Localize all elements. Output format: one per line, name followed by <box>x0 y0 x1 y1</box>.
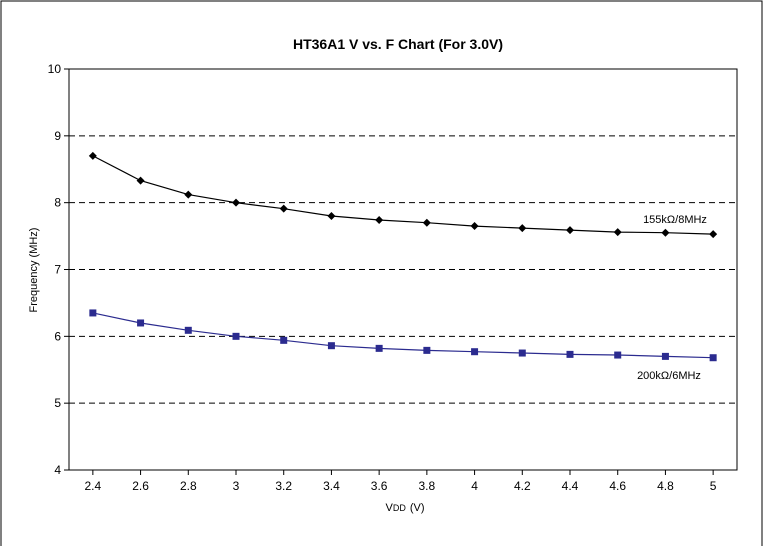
series-1-point-10 <box>566 350 574 358</box>
x-axis-title-unit: (V) <box>410 502 425 514</box>
x-axis-title-sub: DD <box>393 503 406 513</box>
series-line-0 <box>92 155 714 235</box>
series-1-point-13 <box>709 354 717 362</box>
series-line-1 <box>92 312 714 359</box>
y-axis-title: Frequency (MHz) <box>28 228 40 313</box>
x-tick-label-7: 3.8 <box>419 479 436 493</box>
y-tick-label-6: 10 <box>48 62 62 76</box>
series-1-point-0 <box>89 309 97 317</box>
series-0-point-6 <box>375 216 384 225</box>
series-0-point-4 <box>279 204 288 213</box>
series-0-point-1 <box>136 176 145 185</box>
x-tick-label-8: 4 <box>471 479 478 493</box>
data-series <box>88 151 718 362</box>
x-tick-label-4: 3.2 <box>275 479 292 493</box>
y-tick-label-4: 8 <box>54 196 61 210</box>
y-axis-ticks: 4 5 6 7 8 9 10 <box>48 62 69 477</box>
series-0-point-7 <box>422 218 431 227</box>
x-tick-label-3: 3 <box>233 479 240 493</box>
series-0-point-9 <box>518 224 527 233</box>
series-1-point-1 <box>137 319 145 327</box>
series-1-point-3 <box>232 332 240 340</box>
grid-lines <box>69 135 737 404</box>
x-tick-label-2: 2.8 <box>180 479 197 493</box>
y-tick-label-2: 6 <box>54 329 61 343</box>
x-axis-title: VDD (V) <box>385 502 424 514</box>
x-tick-label-0: 2.4 <box>85 479 102 493</box>
x-tick-label-10: 4.4 <box>562 479 579 493</box>
series-1-point-9 <box>518 349 526 357</box>
series-1-point-7 <box>423 346 431 354</box>
series-0-point-5 <box>327 212 336 221</box>
series-label-200k: 200kΩ/6MHz <box>637 370 701 382</box>
series-0-point-13 <box>709 230 718 239</box>
series-0-point-2 <box>184 190 193 199</box>
series-0-point-10 <box>566 226 574 235</box>
y-tick-label-1: 5 <box>54 396 61 410</box>
series-1-point-12 <box>661 352 669 360</box>
x-tick-label-9: 4.2 <box>514 479 531 493</box>
y-tick-label-5: 9 <box>54 129 61 143</box>
x-tick-label-13: 5 <box>710 479 717 493</box>
series-1-point-8 <box>471 348 479 356</box>
y-tick-label-3: 7 <box>54 263 61 277</box>
series-label-155k: 155kΩ/8MHz <box>643 214 707 226</box>
y-tick-label-0: 4 <box>54 463 61 477</box>
series-0-point-3 <box>232 198 240 207</box>
series-0-point-8 <box>470 222 479 231</box>
chart-title: HT36A1 V vs. F Chart (For 3.0V) <box>293 36 503 52</box>
x-tick-label-6: 3.6 <box>371 479 388 493</box>
series-0-point-12 <box>661 228 670 237</box>
series-1-point-4 <box>280 336 288 344</box>
series-0-point-0 <box>88 151 97 160</box>
x-axis-title-main: V <box>385 502 393 514</box>
x-tick-label-12: 4.8 <box>657 479 674 493</box>
series-1-point-5 <box>327 342 335 350</box>
series-0-point-11 <box>613 228 622 237</box>
x-tick-label-5: 3.4 <box>323 479 340 493</box>
series-1-point-2 <box>184 326 192 334</box>
series-1-point-6 <box>375 344 383 352</box>
x-tick-label-11: 4.6 <box>609 479 626 493</box>
x-axis-ticks: 2.4 2.6 2.8 3 3.2 3.4 3.6 3.8 4 4.2 4.4 4.6 4.8 5 <box>85 470 717 493</box>
series-1-point-11 <box>614 351 622 359</box>
x-tick-label-1: 2.6 <box>132 479 149 493</box>
